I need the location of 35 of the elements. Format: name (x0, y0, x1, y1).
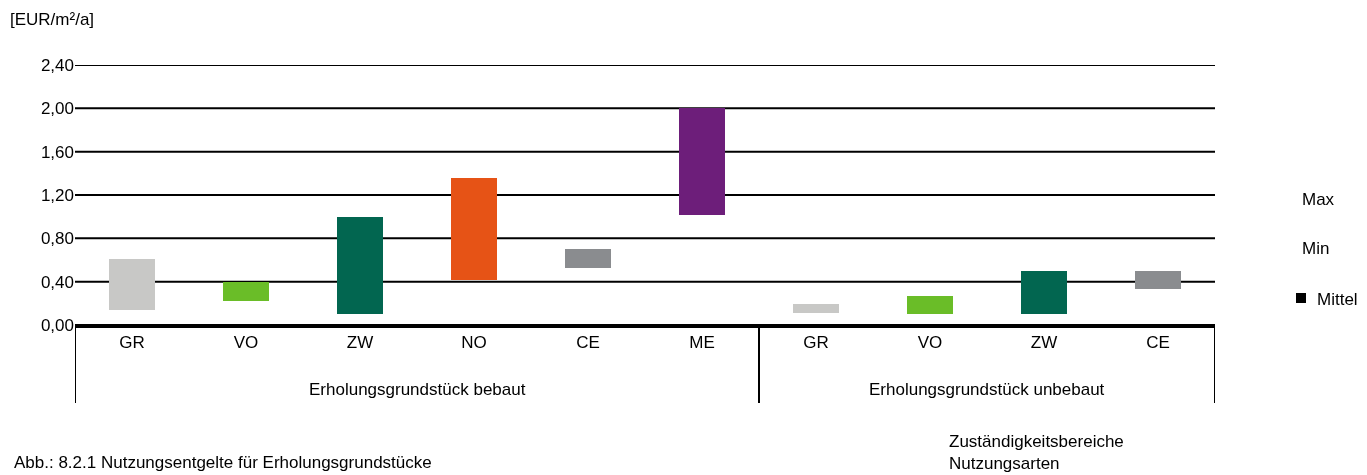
y-tick-label: 0,00 (40, 315, 74, 335)
x-tick-label: ZW (1030, 333, 1058, 353)
y-tick-label: 0,40 (40, 272, 74, 292)
y-axis-title: [EUR/m²/a] (10, 10, 95, 29)
y-tick-label: 2,40 (40, 55, 74, 75)
x-tick-label: CE (576, 333, 600, 353)
x-tick-label: ME (689, 333, 715, 353)
bar (223, 281, 269, 302)
bar (451, 177, 497, 280)
y-tick-label: 0,80 (40, 229, 74, 249)
text: Erholungsgrundstück bebaut (309, 380, 526, 399)
y-tick-label: 2,00 (40, 99, 74, 119)
bar (907, 295, 953, 315)
bar (109, 258, 155, 310)
bar (1135, 270, 1181, 290)
text: Erholungsgrundstück unbebaut (869, 380, 1105, 399)
bar (565, 249, 611, 268)
bar (337, 216, 383, 315)
bar (679, 108, 725, 215)
y-tick-label: 1,60 (40, 142, 74, 162)
bar (1021, 270, 1067, 315)
x-tick-label: VO (233, 333, 259, 353)
text: Min (1302, 239, 1330, 258)
text: Mittel (1317, 290, 1358, 309)
x-tick-label: NO (461, 333, 487, 353)
text: Abb.: 8.2.1 Nutzungsentgelte für Erholungsgrundstücke (14, 453, 432, 472)
x-tick-label: GR (803, 333, 829, 353)
text: Zuständigkeitsbereiche Nutzungsarten (949, 432, 1124, 474)
y-tick-label: 1,20 (40, 185, 74, 205)
x-tick-label: CE (1146, 333, 1170, 353)
text: Max (1302, 190, 1335, 209)
x-tick-label: ZW (346, 333, 374, 353)
x-tick-label: VO (917, 333, 943, 353)
bar (793, 304, 839, 314)
x-tick-label: GR (119, 333, 145, 353)
